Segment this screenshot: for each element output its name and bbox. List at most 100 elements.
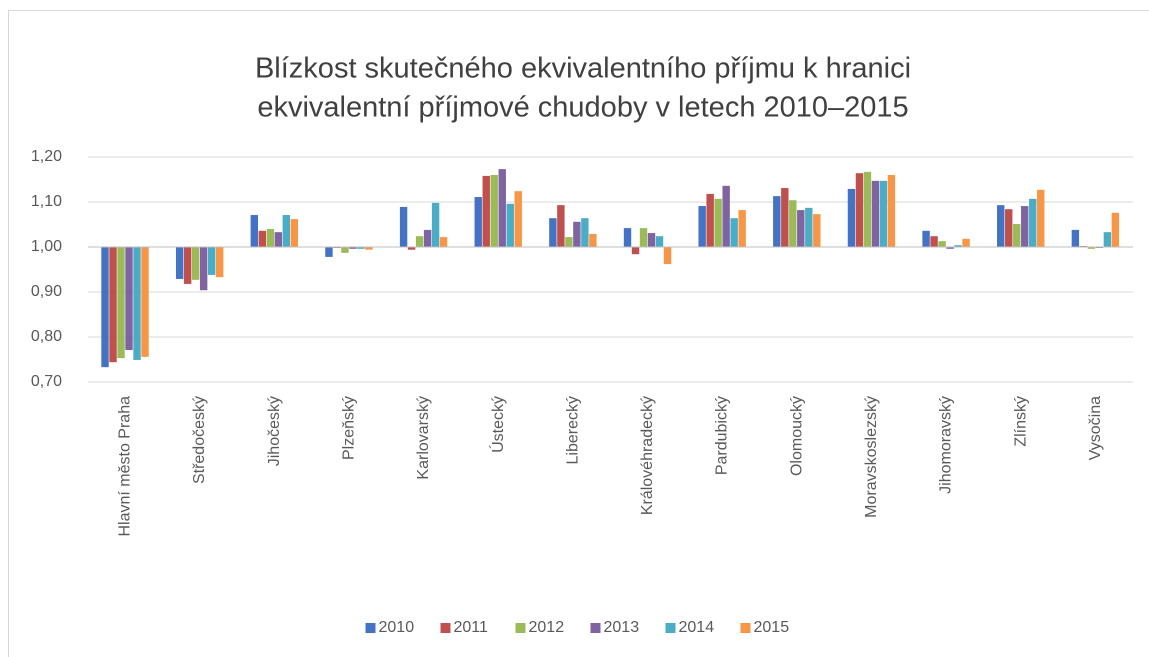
x-tick-label: Zlínský — [1012, 396, 1029, 447]
bar — [573, 221, 581, 247]
bar — [325, 247, 333, 257]
x-tick-label: Vysočina — [1087, 396, 1104, 460]
bar — [266, 229, 275, 247]
bar — [290, 219, 299, 247]
legend-swatch — [665, 623, 676, 633]
y-tick-label: 0,90 — [31, 283, 62, 300]
bar — [399, 206, 408, 247]
y-tick-label: 1,10 — [31, 193, 62, 210]
legend-swatch — [740, 623, 751, 633]
bar — [1005, 209, 1013, 247]
bar — [191, 247, 200, 280]
y-tick-label: 0,70 — [31, 373, 62, 390]
bar — [879, 180, 888, 247]
bar — [887, 175, 896, 247]
legend-label: 2012 — [529, 619, 565, 636]
bar — [431, 202, 440, 247]
bar — [871, 180, 880, 247]
bar — [589, 233, 597, 247]
legend-label: 2010 — [379, 619, 415, 636]
bar — [549, 218, 557, 247]
y-tick-label: 1,00 — [31, 238, 62, 255]
bar — [714, 198, 722, 247]
bar — [258, 230, 267, 247]
bar — [655, 236, 664, 247]
bar — [663, 247, 672, 265]
bar — [623, 228, 632, 247]
bar — [1111, 212, 1120, 247]
bar — [141, 247, 149, 357]
y-tick-label: 1,20 — [31, 148, 62, 165]
bar — [565, 237, 573, 247]
bar — [773, 196, 781, 247]
bar — [125, 247, 133, 351]
x-tick-label: Olomoucký — [788, 396, 805, 476]
bar — [730, 218, 738, 247]
bar — [930, 236, 938, 247]
legend-swatch — [365, 623, 376, 633]
bar — [847, 188, 856, 247]
legend-label: 2015 — [754, 619, 790, 636]
bar — [506, 203, 514, 247]
bar — [922, 230, 930, 247]
bar — [341, 247, 349, 253]
x-tick-label: Moravskoslezský — [863, 396, 880, 518]
x-tick-label: Královéhradecký — [639, 396, 656, 515]
bar — [647, 233, 656, 247]
x-tick-label: Jihomoravský — [938, 396, 955, 494]
bar — [997, 205, 1005, 247]
bar — [1103, 232, 1112, 247]
bar — [357, 247, 365, 249]
bar — [282, 215, 291, 247]
bar — [722, 185, 730, 247]
chart-border — [8, 10, 1149, 657]
x-tick-label: Ústecký — [488, 396, 507, 453]
bar — [962, 238, 970, 247]
bar — [1029, 198, 1037, 247]
x-tick-label: Hlavní město Praha — [117, 396, 134, 537]
bar — [498, 169, 506, 247]
bar — [365, 247, 373, 250]
bar — [101, 247, 109, 368]
bar — [199, 247, 208, 291]
bar — [813, 214, 821, 247]
bar — [514, 191, 522, 247]
bar — [706, 193, 714, 247]
bar — [954, 245, 962, 247]
bar — [639, 228, 648, 247]
chart-title: ekvivalentní příjmové chudoby v letech 2… — [257, 92, 908, 124]
chart-title: Blízkost skutečného ekvivalentního příjm… — [255, 53, 911, 85]
x-tick-label: Karlovarský — [415, 396, 432, 480]
legend-label: 2013 — [604, 619, 640, 636]
bar — [349, 247, 357, 249]
bar — [557, 205, 565, 247]
bar — [581, 218, 589, 247]
x-tick-label: Jihočeský — [266, 396, 283, 466]
bar — [781, 188, 789, 247]
legend-swatch — [515, 623, 526, 633]
bar — [698, 206, 706, 247]
bar — [1071, 229, 1080, 247]
bar — [738, 210, 746, 247]
bar — [482, 175, 490, 247]
bar — [797, 210, 805, 247]
x-tick-label: Plzeňský — [340, 396, 357, 460]
bar — [1021, 206, 1029, 247]
bar — [423, 229, 432, 247]
bar — [250, 215, 259, 247]
legend-swatch — [440, 623, 451, 633]
bar — [1087, 247, 1096, 249]
bar — [938, 241, 946, 247]
bar — [183, 247, 192, 284]
bar — [439, 237, 448, 247]
bar — [863, 171, 872, 247]
bar — [490, 175, 498, 247]
x-tick-label: Středočeský — [191, 396, 208, 484]
legend-label: 2011 — [454, 619, 489, 636]
bar — [117, 247, 125, 359]
legend-swatch — [590, 623, 601, 633]
bar — [215, 247, 224, 278]
bar — [474, 197, 482, 247]
y-tick-label: 0,80 — [31, 328, 62, 345]
